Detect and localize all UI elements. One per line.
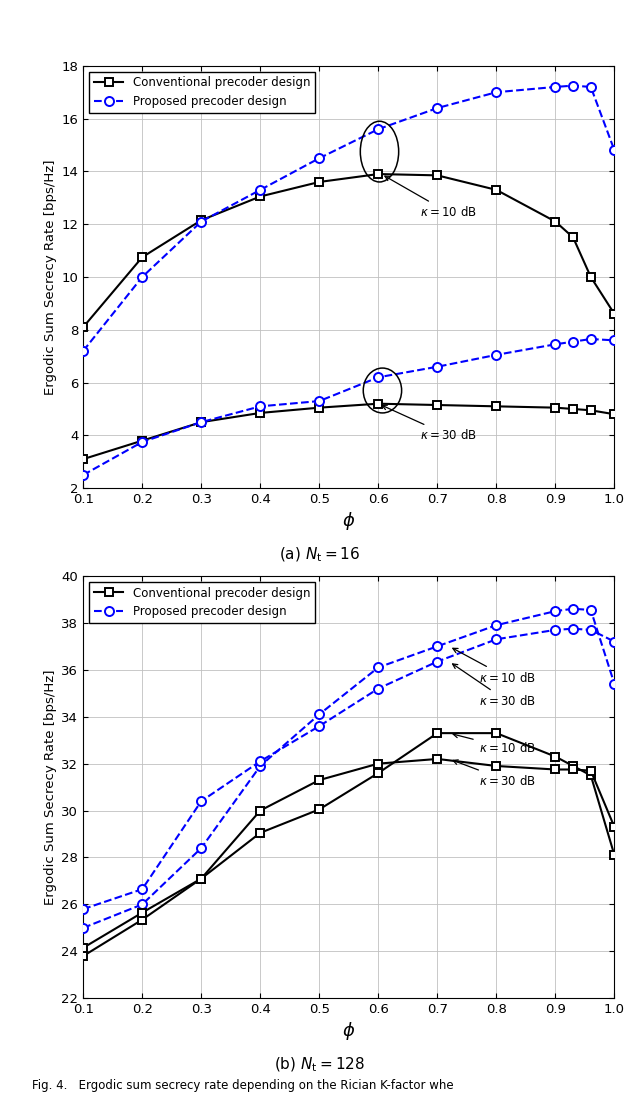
Proposed precoder design: [569, 602, 577, 615]
Proposed precoder design: [138, 270, 146, 283]
Proposed precoder design: [587, 80, 595, 93]
Proposed precoder design: [374, 660, 382, 674]
Conventional precoder design: [138, 250, 146, 263]
Proposed precoder design: [587, 603, 595, 617]
Conventional precoder design: [587, 270, 595, 283]
Line: Conventional precoder design: Conventional precoder design: [79, 170, 618, 331]
Conventional precoder design: [552, 750, 559, 764]
Conventional precoder design: [138, 913, 146, 926]
Text: $\kappa = 10$ dB: $\kappa = 10$ dB: [453, 733, 536, 755]
Text: $\kappa = 10$ dB: $\kappa = 10$ dB: [453, 648, 536, 685]
Conventional precoder design: [552, 215, 559, 228]
Conventional precoder design: [493, 726, 500, 739]
Proposed precoder design: [552, 604, 559, 618]
Proposed precoder design: [138, 897, 146, 911]
X-axis label: $\phi$: $\phi$: [342, 1020, 355, 1042]
Y-axis label: Ergodic Sum Secrecy Rate [bps/Hz]: Ergodic Sum Secrecy Rate [bps/Hz]: [44, 669, 57, 905]
Legend: Conventional precoder design, Proposed precoder design: Conventional precoder design, Proposed p…: [89, 581, 315, 623]
Proposed precoder design: [433, 102, 441, 115]
Line: Proposed precoder design: Proposed precoder design: [79, 81, 619, 355]
Legend: Conventional precoder design, Proposed precoder design: Conventional precoder design, Proposed p…: [89, 71, 315, 113]
Line: Conventional precoder design: Conventional precoder design: [79, 730, 618, 960]
Proposed precoder design: [316, 151, 323, 165]
Conventional precoder design: [611, 849, 618, 862]
Conventional precoder design: [257, 826, 264, 839]
Conventional precoder design: [374, 767, 382, 780]
Conventional precoder design: [587, 769, 595, 782]
Conventional precoder design: [433, 169, 441, 182]
Text: $\kappa = 30$ dB: $\kappa = 30$ dB: [453, 760, 536, 788]
Conventional precoder design: [197, 872, 205, 885]
Proposed precoder design: [493, 86, 500, 99]
Conventional precoder design: [569, 230, 577, 244]
Proposed precoder design: [197, 215, 205, 228]
Conventional precoder design: [79, 320, 87, 333]
Conventional precoder design: [493, 183, 500, 196]
Conventional precoder design: [433, 726, 441, 739]
Proposed precoder design: [569, 79, 577, 92]
Conventional precoder design: [79, 949, 87, 963]
Text: $\kappa = 10$ dB: $\kappa = 10$ dB: [385, 177, 476, 219]
Text: Fig. 4.   Ergodic sum secrecy rate depending on the Rician K-factor whe: Fig. 4. Ergodic sum secrecy rate dependi…: [32, 1078, 454, 1092]
Proposed precoder design: [79, 921, 87, 935]
X-axis label: $\phi$: $\phi$: [342, 510, 355, 532]
Proposed precoder design: [493, 619, 500, 632]
Proposed precoder design: [316, 708, 323, 721]
Proposed precoder design: [257, 183, 264, 196]
Proposed precoder design: [197, 841, 205, 855]
Text: $\kappa = 30$ dB: $\kappa = 30$ dB: [452, 664, 536, 708]
Text: (a) $N_{\mathrm{t}} = 16$: (a) $N_{\mathrm{t}} = 16$: [279, 545, 361, 564]
Line: Proposed precoder design: Proposed precoder design: [79, 604, 619, 932]
Proposed precoder design: [552, 80, 559, 93]
Y-axis label: Ergodic Sum Secrecy Rate [bps/Hz]: Ergodic Sum Secrecy Rate [bps/Hz]: [44, 159, 57, 395]
Conventional precoder design: [316, 803, 323, 816]
Conventional precoder design: [569, 759, 577, 772]
Conventional precoder design: [611, 307, 618, 320]
Text: (b) $N_{\mathrm{t}} = 128$: (b) $N_{\mathrm{t}} = 128$: [275, 1055, 365, 1074]
Conventional precoder design: [257, 190, 264, 203]
Conventional precoder design: [316, 176, 323, 189]
Proposed precoder design: [374, 123, 382, 136]
Proposed precoder design: [433, 640, 441, 653]
Proposed precoder design: [79, 344, 87, 358]
Proposed precoder design: [611, 677, 618, 690]
Text: $\kappa = 30$ dB: $\kappa = 30$ dB: [382, 405, 476, 442]
Conventional precoder design: [197, 214, 205, 227]
Conventional precoder design: [374, 168, 382, 181]
Proposed precoder design: [257, 759, 264, 772]
Proposed precoder design: [611, 144, 618, 157]
